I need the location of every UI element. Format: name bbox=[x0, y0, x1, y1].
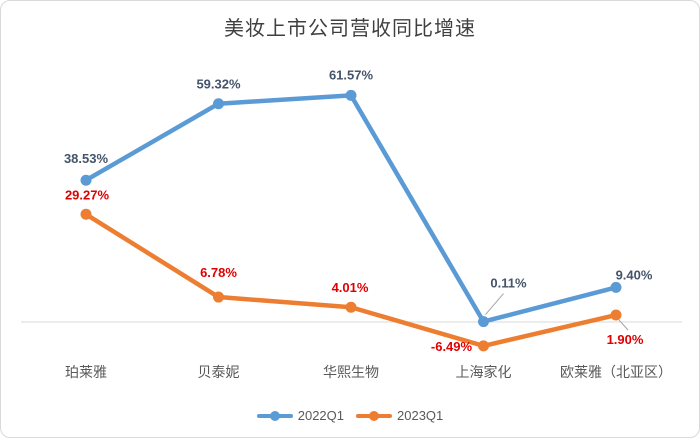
data-label-2023Q1: 6.78% bbox=[200, 265, 237, 280]
data-label-2022Q1: 9.40% bbox=[616, 267, 653, 282]
category-label: 珀莱雅 bbox=[65, 365, 107, 381]
category-label: 欧莱雅（北亚区） bbox=[560, 365, 672, 381]
data-point-marker-2022Q1[interactable] bbox=[80, 174, 92, 186]
data-point-marker-2022Q1[interactable] bbox=[213, 98, 224, 110]
data-label-2023Q1: -6.49% bbox=[431, 339, 473, 354]
category-label: 贝泰妮 bbox=[198, 365, 240, 381]
chart-title: 美妆上市公司营收同比增速 bbox=[224, 18, 476, 40]
legend-item-2023q1[interactable]: 2023Q1 bbox=[356, 408, 443, 423]
data-label-2022Q1: 61.57% bbox=[329, 67, 374, 82]
data-label-leader-line bbox=[485, 293, 504, 315]
category-label: 华熙生物 bbox=[323, 365, 379, 381]
data-label-2022Q1: 59.32% bbox=[196, 77, 241, 92]
legend-label-2022q1: 2022Q1 bbox=[297, 408, 344, 423]
data-point-marker-2023Q1[interactable] bbox=[610, 309, 622, 321]
legend-marker-2023q1 bbox=[356, 410, 392, 421]
data-label-2023Q1: 1.90% bbox=[607, 332, 644, 347]
category-label: 上海家化 bbox=[456, 364, 512, 381]
legend-item-2022q1[interactable]: 2022Q1 bbox=[256, 408, 344, 423]
legend: 2022Q1 2023Q1 bbox=[1, 408, 699, 423]
data-point-marker-2023Q1[interactable] bbox=[213, 291, 224, 303]
legend-label-2023q1: 2023Q1 bbox=[397, 408, 444, 423]
data-point-marker-2023Q1[interactable] bbox=[478, 340, 489, 352]
data-point-marker-2023Q1[interactable] bbox=[80, 208, 92, 220]
data-label-2023Q1: 4.01% bbox=[332, 280, 369, 295]
data-label-2022Q1: 38.53% bbox=[64, 151, 109, 166]
legend-marker-2022q1 bbox=[256, 410, 293, 421]
data-label-leader-line bbox=[618, 319, 629, 331]
data-point-marker-2022Q1[interactable] bbox=[478, 316, 489, 328]
data-point-marker-2022Q1[interactable] bbox=[610, 281, 622, 293]
data-point-marker-2023Q1[interactable] bbox=[345, 301, 357, 313]
data-label-2022Q1: 0.11% bbox=[490, 276, 527, 291]
data-point-marker-2022Q1[interactable] bbox=[345, 89, 357, 101]
data-label-2023Q1: 29.27% bbox=[65, 187, 110, 202]
